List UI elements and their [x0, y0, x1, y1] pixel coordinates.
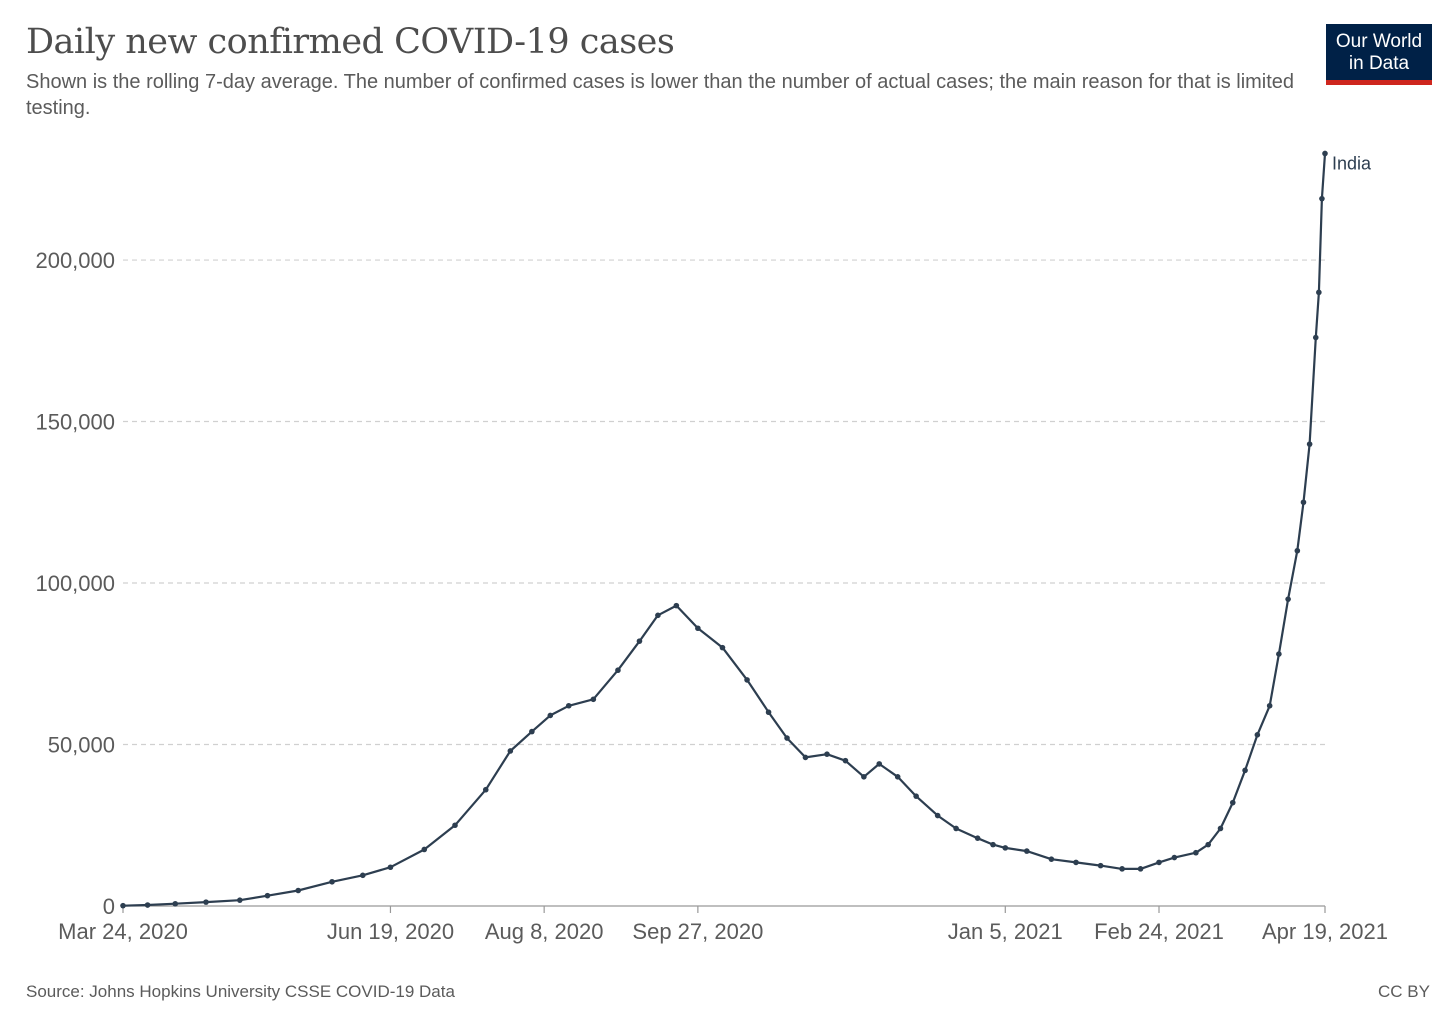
data-point	[295, 887, 302, 894]
data-point	[1242, 767, 1248, 774]
data-point	[765, 709, 772, 716]
x-tick-label: Aug 8, 2020	[485, 919, 604, 944]
data-point	[144, 902, 151, 908]
data-point	[565, 702, 572, 709]
x-axis: Mar 24, 2020 Jun 19, 2020 Aug 8, 2020 Sep 2…	[58, 905, 1388, 944]
data-point	[673, 602, 680, 609]
data-point	[990, 841, 996, 848]
our-world-in-data-logo[interactable]: Our World in Data	[1326, 24, 1432, 85]
data-point	[636, 638, 643, 644]
data-point	[1024, 848, 1030, 854]
data-point	[590, 696, 597, 703]
data-point	[1048, 856, 1055, 862]
series-label: India	[1332, 153, 1372, 173]
data-point	[719, 644, 726, 651]
x-tick-label: Sep 27, 2020	[632, 919, 763, 944]
y-tick-label: 200,000	[35, 248, 115, 273]
data-point	[1156, 859, 1162, 866]
data-point	[894, 774, 901, 780]
x-tick-label: Jan 5, 2021	[948, 919, 1063, 944]
y-axis: 0 50,000 100,000 150,000 200,000	[35, 248, 115, 919]
data-point	[1254, 732, 1261, 738]
data-point	[387, 864, 394, 871]
data-point	[1097, 862, 1104, 869]
x-tick-label: Apr 19, 2021	[1262, 919, 1388, 944]
data-point	[861, 774, 867, 780]
data-point	[1217, 825, 1224, 832]
data-point	[1171, 854, 1178, 861]
data-point	[172, 900, 179, 907]
data-point	[824, 751, 830, 757]
data-point	[507, 748, 514, 754]
series-layer: India	[120, 150, 1372, 909]
logo-line-2: in Data	[1348, 53, 1410, 74]
data-point	[1300, 499, 1307, 506]
data-point	[1229, 799, 1236, 806]
data-point	[784, 735, 790, 741]
data-point	[934, 812, 941, 819]
y-tick-label: 0	[103, 894, 115, 919]
chart-title: Daily new confirmed COVID-19 cases	[26, 22, 675, 62]
data-point	[1073, 859, 1079, 866]
y-tick-label: 150,000	[35, 410, 115, 435]
data-point	[547, 712, 554, 719]
data-point	[655, 612, 661, 619]
data-point	[1002, 845, 1009, 851]
x-tick-label: Mar 24, 2020	[58, 919, 188, 944]
data-point	[264, 892, 271, 899]
data-point	[1306, 441, 1313, 447]
data-point	[1294, 547, 1301, 554]
data-point	[1119, 866, 1125, 872]
license-link[interactable]: CC BY	[1378, 982, 1430, 1001]
data-point	[237, 897, 243, 903]
data-point	[120, 902, 126, 909]
x-tick-label: Jun 19, 2020	[327, 919, 454, 944]
data-point	[953, 825, 959, 832]
data-point	[615, 667, 621, 674]
chart-subtitle: Shown is the rolling 7-day average. The …	[26, 71, 1295, 119]
data-point	[802, 754, 809, 761]
data-point	[1193, 849, 1199, 856]
data-point	[695, 625, 701, 632]
data-point	[1285, 596, 1291, 602]
x-tick-label: Feb 24, 2021	[1094, 919, 1224, 944]
data-point	[1266, 702, 1273, 709]
data-point	[421, 846, 428, 853]
y-tick-label: 100,000	[35, 571, 115, 596]
series-line-india	[122, 153, 1327, 907]
data-point	[1205, 841, 1211, 848]
source-note: Source: Johns Hopkins University CSSE CO…	[26, 982, 455, 1001]
data-point	[529, 728, 535, 735]
data-point	[1312, 334, 1319, 341]
data-point	[329, 878, 335, 885]
data-point	[203, 899, 209, 905]
logo-line-1: Our World	[1335, 31, 1423, 52]
y-tick-label: 50,000	[48, 733, 115, 758]
data-point	[1137, 866, 1144, 872]
data-point	[482, 786, 489, 793]
data-point	[1322, 150, 1328, 157]
data-point	[974, 835, 981, 841]
line-chart: 0 50,000 100,000 150,000 200,000 Mar 24, 202…	[35, 150, 1388, 944]
data-point	[876, 761, 883, 767]
data-point	[452, 822, 458, 829]
data-point	[913, 793, 919, 799]
data-point	[1276, 651, 1282, 657]
data-point	[359, 872, 366, 879]
data-point	[744, 677, 750, 683]
data-point	[842, 757, 849, 764]
grid-lines	[123, 259, 1325, 746]
data-point	[1319, 195, 1325, 202]
data-point	[1316, 289, 1322, 296]
